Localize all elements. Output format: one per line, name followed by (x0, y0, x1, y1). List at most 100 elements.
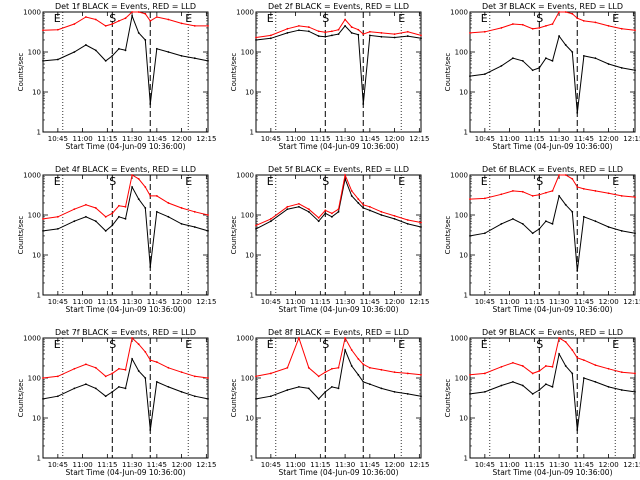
lld-data-point (56, 28, 59, 31)
y-axis-label: Counts/sec (17, 53, 25, 92)
x-tick-label: 10:45 (261, 461, 281, 469)
x-tick-label: 11:45 (147, 135, 167, 143)
x-tick-label: 11:45 (360, 298, 380, 306)
lld-data-point (118, 204, 120, 207)
y-tick-label: 1 (37, 292, 41, 300)
events-data-point (137, 370, 140, 372)
lld-data-point (576, 17, 579, 20)
x-tick-label: 11:00 (500, 461, 520, 469)
events-data-point (317, 398, 320, 400)
x-tick-label: 12:15 (196, 298, 216, 306)
events-data-point (111, 54, 114, 57)
lld-data-point (298, 24, 300, 27)
lld-data-point (331, 212, 333, 215)
y-axis-label: Counts/sec (444, 216, 452, 255)
x-tick-label: 11:15 (97, 298, 117, 306)
lld-data-point (406, 219, 409, 221)
events-data-point (607, 226, 610, 228)
events-data-point (607, 63, 610, 65)
events-data-point (269, 220, 272, 223)
events-data-point (344, 349, 346, 351)
events-data-point (317, 35, 320, 37)
events-data-point (298, 205, 300, 208)
events-data-point (149, 266, 152, 268)
events-data-point (307, 387, 310, 390)
events-data-point (512, 57, 514, 60)
lld-data-point (362, 33, 365, 36)
events-data-point (558, 353, 560, 355)
events-data-point (155, 47, 158, 50)
y-axis-label: Counts/sec (230, 216, 238, 255)
lld-data-point (576, 186, 579, 188)
lld-data-point (255, 375, 257, 378)
event-marker-label: E (267, 175, 274, 188)
y-axis-label: Counts/sec (444, 379, 452, 418)
events-series-line (255, 25, 422, 105)
x-tick-label: 12:00 (385, 298, 405, 306)
events-data-point (155, 210, 158, 213)
events-data-point (582, 54, 585, 57)
events-data-point (368, 209, 371, 212)
x-axis-label: Start Time (04-Jun-09 10:36:00) (279, 142, 399, 151)
lld-series-line (255, 18, 422, 38)
lld-data-point (269, 372, 272, 375)
events-data-point (564, 203, 567, 206)
panel-title: Det 7f BLACK = Events, RED = LLD (55, 328, 196, 337)
events-data-point (307, 210, 310, 213)
x-tick-label: 11:30 (122, 135, 142, 143)
event-marker-label: E (54, 175, 61, 188)
x-tick-label: 11:00 (500, 298, 520, 306)
events-data-point (380, 387, 383, 390)
events-data-point (594, 220, 597, 223)
lld-data-point (469, 32, 471, 34)
lld-data-point (73, 367, 76, 370)
plot-frame (469, 337, 636, 459)
events-data-point (545, 383, 547, 386)
x-tick-label: 12:00 (385, 135, 405, 143)
events-data-point (620, 389, 623, 391)
events-data-point (576, 112, 579, 114)
y-tick-label: 1000 (23, 172, 41, 180)
x-tick-label: 11:45 (574, 461, 594, 469)
panel-title: Det 6f BLACK = Events, RED = LLD (482, 165, 623, 174)
x-tick-label: 12:00 (172, 135, 192, 143)
x-tick-label: 10:45 (48, 298, 68, 306)
y-tick-label: 10 (459, 89, 468, 97)
panel-title: Det 2f BLACK = Events, RED = LLD (268, 2, 409, 11)
lld-data-point (124, 368, 127, 371)
event-marker-label: E (612, 12, 619, 25)
x-tick-label: 11:30 (122, 461, 142, 469)
x-tick-label: 11:30 (335, 135, 355, 143)
events-data-point (255, 227, 257, 230)
y-tick-label: 10 (245, 89, 254, 97)
events-data-point (545, 220, 547, 223)
x-tick-label: 11:00 (286, 135, 306, 143)
lld-data-point (551, 190, 554, 192)
x-tick-label: 10:45 (261, 298, 281, 306)
lld-data-point (298, 337, 300, 339)
plot-frame (42, 337, 209, 459)
lld-data-point (180, 371, 183, 374)
events-data-point (144, 207, 147, 209)
y-tick-label: 10 (245, 415, 254, 423)
events-data-point (521, 384, 524, 387)
events-data-point (56, 58, 59, 61)
events-data-point (483, 390, 486, 393)
events-data-point (469, 393, 471, 395)
events-data-point (420, 395, 422, 398)
lld-data-point (104, 215, 107, 218)
y-tick-label: 10 (459, 415, 468, 423)
lld-data-point (380, 32, 383, 34)
x-axis-label: Start Time (04-Jun-09 10:36:00) (66, 305, 186, 314)
x-tick-label: 12:15 (196, 461, 216, 469)
y-tick-label: 1000 (450, 335, 468, 343)
lld-data-point (512, 23, 514, 25)
y-tick-label: 1000 (23, 335, 41, 343)
events-data-point (42, 230, 44, 232)
events-data-point (607, 385, 610, 388)
panel-title: Det 9f BLACK = Events, RED = LLD (482, 328, 623, 337)
x-axis-label: Start Time (04-Jun-09 10:36:00) (279, 468, 399, 477)
events-data-point (350, 32, 353, 34)
x-tick-label: 11:30 (122, 298, 142, 306)
x-axis-label: Start Time (04-Jun-09 10:36:00) (279, 305, 399, 314)
